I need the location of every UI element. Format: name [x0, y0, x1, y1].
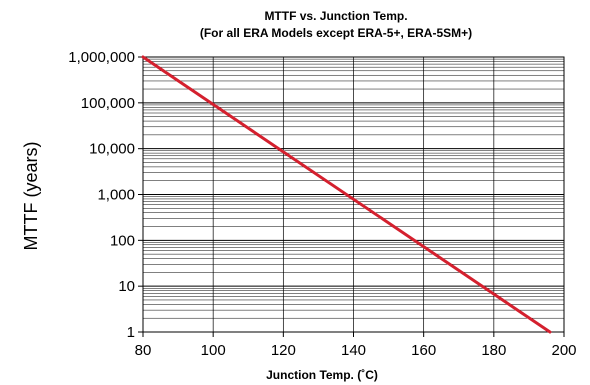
y-tick-labels: 1 10 100 1,000 10,000 100,000 1,000,000 — [68, 49, 135, 341]
y-tick-label: 100 — [110, 232, 135, 249]
y-tick-label: 1,000,000 — [68, 49, 135, 66]
chart-subtitle: (For all ERA Models except ERA-5+, ERA-5… — [200, 26, 472, 40]
series-layer — [141, 55, 552, 334]
x-tick-label: 140 — [341, 342, 366, 359]
y-tick-label: 10 — [118, 278, 135, 295]
y-tick-label: 10,000 — [89, 141, 135, 158]
x-tick-label: 80 — [135, 342, 152, 359]
x-tick-label: 200 — [551, 342, 576, 359]
chart-title: MTTF vs. Junction Temp. — [264, 9, 407, 23]
y-tick-label: 1 — [127, 324, 135, 341]
axes — [138, 56, 565, 337]
y-axis-label: MTTF (years) — [21, 142, 41, 251]
x-tick-label: 180 — [481, 342, 506, 359]
x-tick-label: 120 — [271, 342, 296, 359]
mttf-series-line — [141, 55, 552, 334]
x-tick-label: 100 — [201, 342, 226, 359]
x-tick-labels: 80 100 120 140 160 180 200 — [135, 342, 577, 359]
x-axis-label: Junction Temp. (˚C) — [266, 368, 378, 382]
x-tick-label: 160 — [411, 342, 436, 359]
y-tick-label: 1,000 — [97, 187, 135, 204]
y-tick-label: 100,000 — [81, 95, 135, 112]
